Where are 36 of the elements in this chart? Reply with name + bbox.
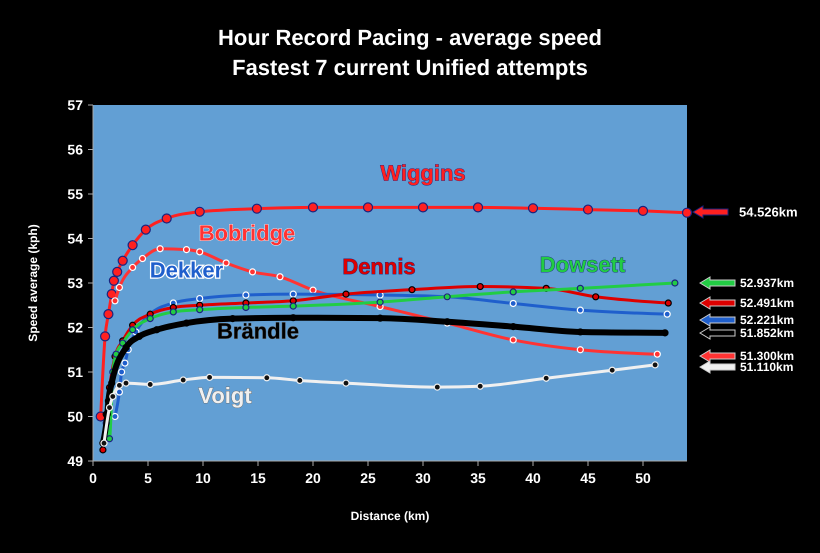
text: 52.937km <box>740 276 794 290</box>
x-tick-label: 50 <box>635 470 651 486</box>
y-tick-label: 51 <box>67 364 84 380</box>
series-label: Brändle <box>217 318 299 344</box>
series-label: Voigt <box>198 383 252 408</box>
x-tick-label: 15 <box>250 470 266 486</box>
series-label: Wiggins <box>380 160 466 186</box>
x-axis-title: Distance (km) <box>350 509 430 523</box>
x-tick-label: 45 <box>580 470 596 486</box>
x-tick-label: 5 <box>144 470 152 486</box>
series-label: Dekker <box>150 258 224 283</box>
text: 54.526km <box>739 204 798 220</box>
chart-title: Hour Record Pacing - average speed <box>218 25 602 50</box>
x-tick-label: 30 <box>415 470 431 486</box>
y-tick-label: 57 <box>67 96 84 113</box>
x-tick-label: 0 <box>89 470 98 486</box>
y-tick-label: 52 <box>67 319 84 336</box>
series-label: Bobridge <box>198 220 296 246</box>
text: 52.491km <box>740 296 794 310</box>
x-tick-label: 10 <box>195 470 211 486</box>
y-tick-label: 55 <box>67 186 84 202</box>
y-axis-title: Speed average (kph) <box>26 224 40 342</box>
x-tick-label: 25 <box>360 470 376 486</box>
chart-subtitle: Fastest 7 current Unified attempts <box>232 55 588 80</box>
x-tick-label: 35 <box>470 470 486 486</box>
x-tick-label: 40 <box>525 470 541 486</box>
y-tick-label: 54 <box>67 230 84 246</box>
x-tick-label: 20 <box>305 470 321 486</box>
y-tick-label: 56 <box>67 141 84 158</box>
y-tick-label: 49 <box>67 452 84 469</box>
series-label: Dowsett <box>540 252 626 277</box>
y-tick-label: 50 <box>67 408 84 424</box>
text: 52.221km <box>740 313 794 328</box>
y-tick-label: 53 <box>67 274 84 291</box>
series-label: Dennis <box>342 254 416 280</box>
text: 51.852km <box>740 326 794 340</box>
